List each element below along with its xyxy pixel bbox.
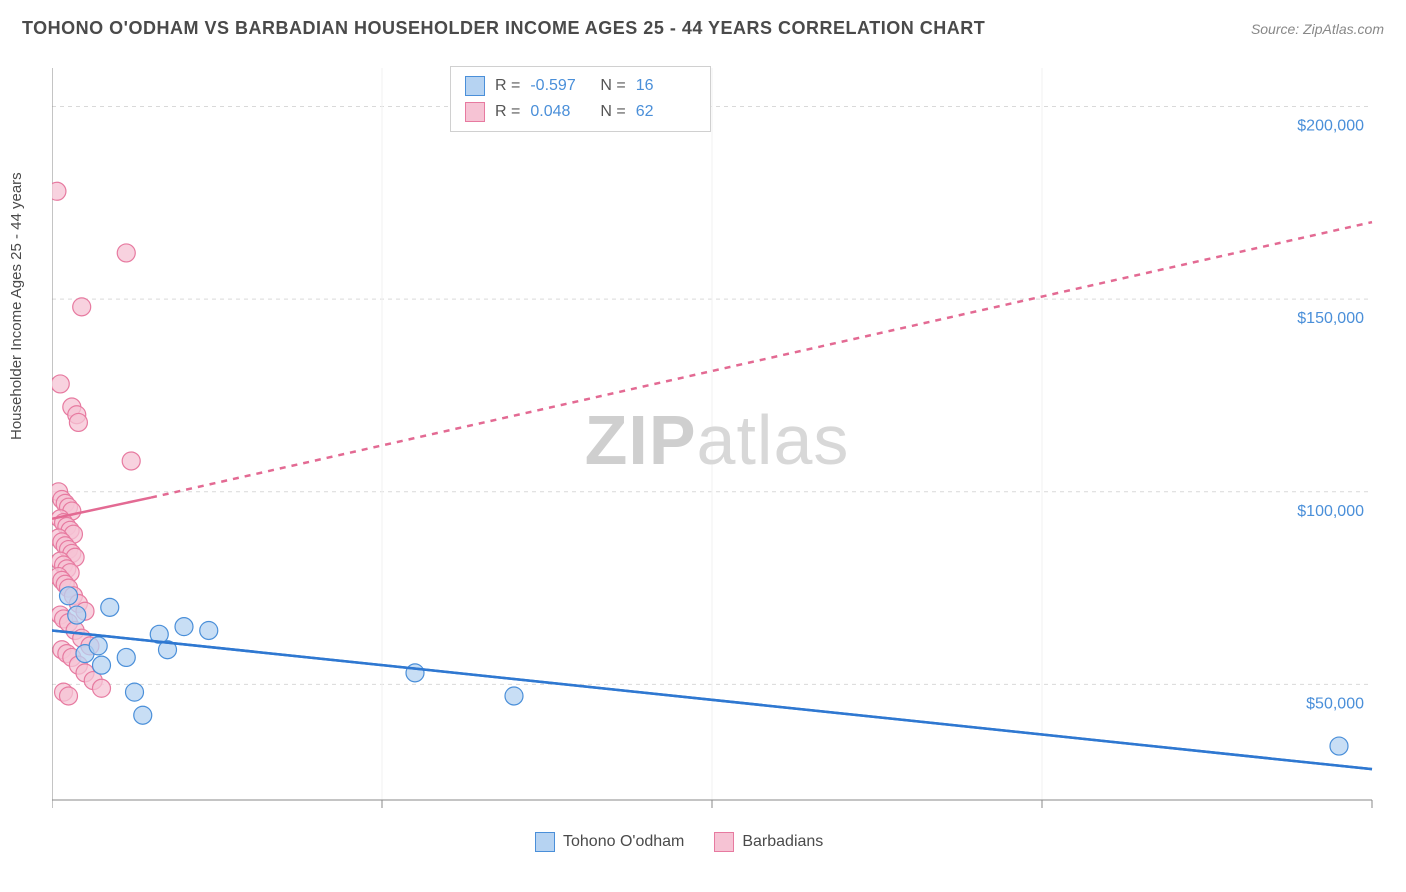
svg-text:$50,000: $50,000 <box>1306 695 1364 712</box>
chart-title: TOHONO O'ODHAM VS BARBADIAN HOUSEHOLDER … <box>22 18 985 39</box>
svg-text:$200,000: $200,000 <box>1297 118 1364 135</box>
scatter-plot: $50,000$100,000$150,000$200,0000.0%80.0% <box>52 60 1382 820</box>
series1-r-value: -0.597 <box>530 77 590 95</box>
series2-swatch <box>465 102 485 122</box>
r-label: R = <box>495 77 520 95</box>
legend-swatch-1 <box>535 832 555 852</box>
r-label: R = <box>495 103 520 121</box>
chart-header: TOHONO O'ODHAM VS BARBADIAN HOUSEHOLDER … <box>22 18 1384 39</box>
svg-text:$100,000: $100,000 <box>1297 503 1364 520</box>
source-attribution: Source: ZipAtlas.com <box>1251 21 1384 37</box>
legend-item-2: Barbadians <box>714 832 823 852</box>
series2-r-value: 0.048 <box>530 103 590 121</box>
svg-text:$150,000: $150,000 <box>1297 310 1364 327</box>
correlation-row-2: R = 0.048 N = 62 <box>465 99 696 125</box>
legend-item-1: Tohono O'odham <box>535 832 684 852</box>
y-axis-label: Householder Income Ages 25 - 44 years <box>8 172 25 440</box>
n-label: N = <box>600 103 625 121</box>
chart-area: $50,000$100,000$150,000$200,0000.0%80.0%… <box>52 60 1382 820</box>
series1-swatch <box>465 76 485 96</box>
n-label: N = <box>600 77 625 95</box>
legend-label-1: Tohono O'odham <box>563 833 684 851</box>
legend-label-2: Barbadians <box>742 833 823 851</box>
correlation-box: R = -0.597 N = 16 R = 0.048 N = 62 <box>450 66 711 132</box>
legend-swatch-2 <box>714 832 734 852</box>
series2-n-value: 62 <box>636 103 696 121</box>
legend: Tohono O'odham Barbadians <box>535 832 823 852</box>
correlation-row-1: R = -0.597 N = 16 <box>465 73 696 99</box>
series1-n-value: 16 <box>636 77 696 95</box>
